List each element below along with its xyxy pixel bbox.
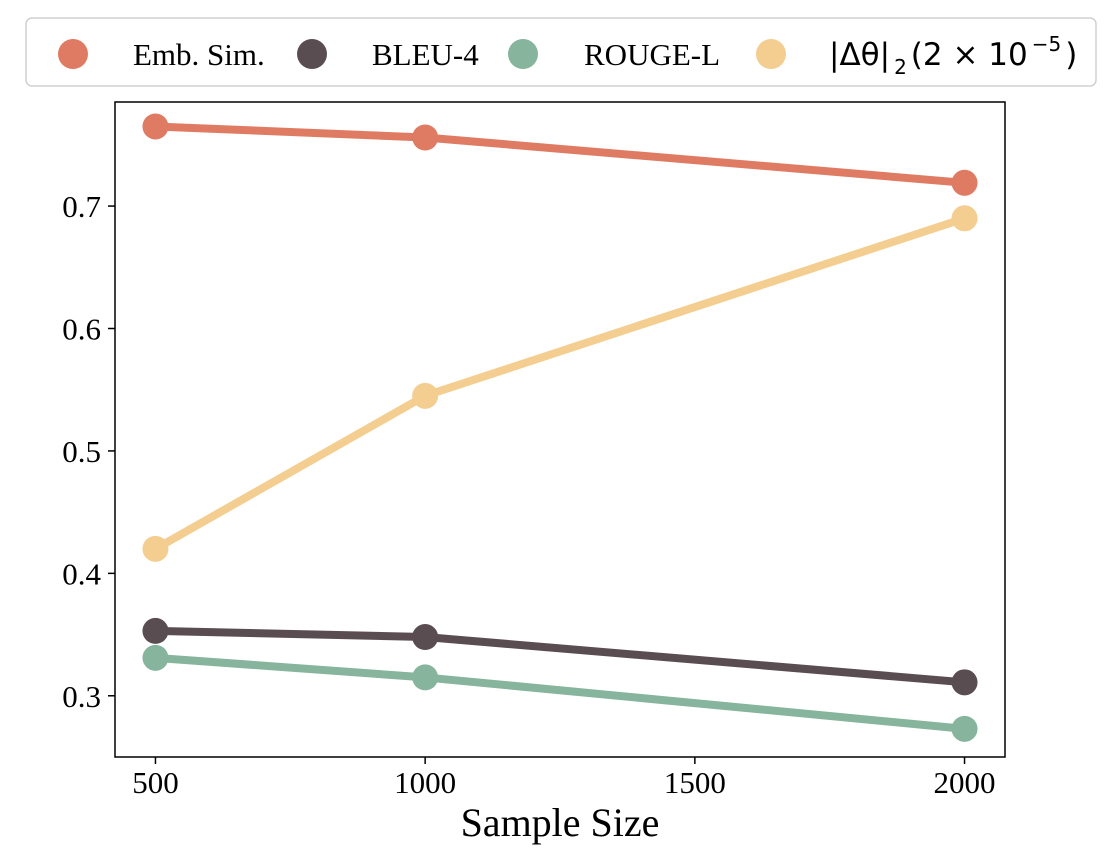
x-axis-title: Sample Size (461, 800, 660, 845)
data-point-delta-theta (412, 382, 439, 409)
legend-label-rouge-l: ROUGE-L (584, 37, 720, 72)
data-point-bleu-4 (412, 624, 439, 651)
y-tick-label: 0.6 (62, 311, 101, 346)
y-tick-label: 0.5 (62, 434, 101, 469)
legend-theta-paren-close: ) (1065, 37, 1077, 73)
plot-frame (114, 101, 1006, 758)
legend: Emb. Sim. BLEU-4 ROUGE-L |Δθ| 2 (2 × 10 … (25, 17, 1097, 87)
legend-marker-rouge-l (508, 39, 538, 69)
x-tick-label: 500 (132, 765, 179, 800)
legend-frame (25, 17, 1097, 87)
data-point-delta-theta (142, 535, 169, 562)
y-axis-ticks: 0.3 0.4 0.5 0.6 0.7 (62, 189, 115, 714)
y-tick-label: 0.3 (62, 679, 101, 714)
y-tick-label: 0.7 (62, 189, 101, 224)
legend-label-bleu-4: BLEU-4 (372, 37, 479, 72)
legend-theta-sub: 2 (894, 55, 907, 79)
legend-marker-bleu-4 (297, 39, 327, 69)
legend-theta-exp: −5 (1032, 32, 1061, 56)
x-tick-label: 1500 (664, 765, 726, 800)
y-tick-label: 0.4 (62, 556, 101, 591)
legend-marker-delta-theta (756, 39, 786, 69)
data-point-bleu-4 (951, 669, 978, 696)
data-point-rouge-l (142, 644, 169, 671)
legend-theta-paren: (2 × 10 (911, 37, 1028, 73)
legend-marker-emb-sim (58, 39, 88, 69)
legend-theta-main: |Δθ| (829, 37, 890, 73)
x-axis-ticks: 500 1000 1500 2000 (132, 757, 996, 800)
series-line-delta-theta (151, 214, 969, 553)
x-tick-label: 1000 (394, 765, 456, 800)
data-point-emb-sim (142, 113, 169, 140)
data-point-bleu-4 (142, 617, 169, 644)
data-point-rouge-l (951, 715, 978, 742)
data-point-delta-theta (951, 205, 978, 232)
series-line-bleu-4 (151, 626, 969, 687)
data-point-emb-sim (951, 169, 978, 196)
x-tick-label: 2000 (934, 765, 996, 800)
data-point-rouge-l (412, 664, 439, 691)
legend-label-delta-theta: |Δθ| 2 (2 × 10 −5 ) (829, 32, 1077, 79)
legend-label-emb-sim: Emb. Sim. (133, 37, 265, 72)
series-line-emb-sim (151, 122, 969, 187)
series-layer (142, 113, 978, 742)
data-point-emb-sim (412, 124, 439, 151)
